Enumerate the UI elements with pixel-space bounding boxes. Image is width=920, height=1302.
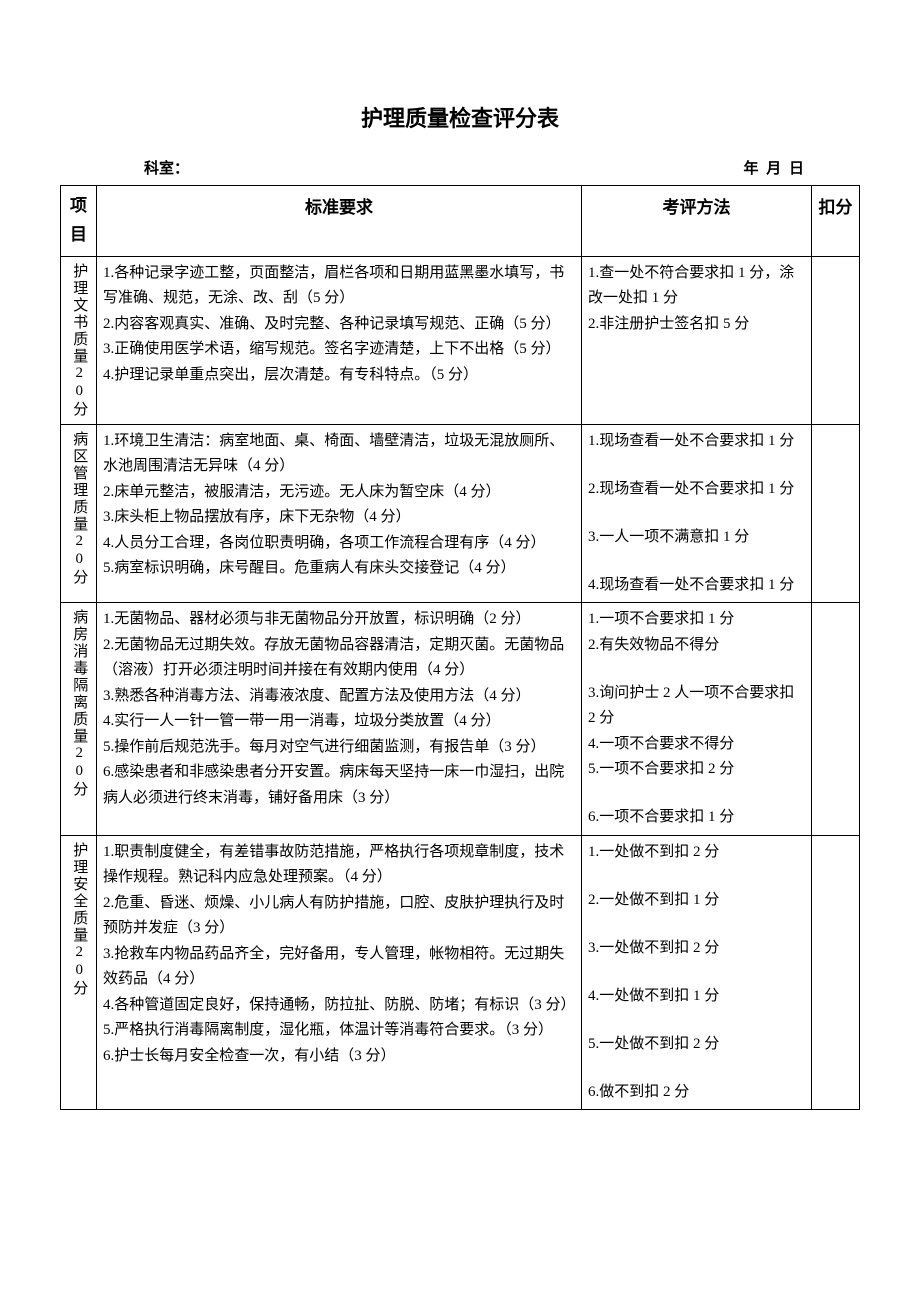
category-cell: 病房消毒隔离质量20分 (61, 603, 97, 836)
standard-cell: 1.环境卫生清洁：病室地面、桌、椅面、墙壁清洁，垃圾无混放厕所、水池周围清洁无异… (97, 424, 582, 603)
department-label: 科室： (144, 157, 189, 183)
date-label: 年 月 日 (743, 157, 806, 183)
category-cell: 病区管理质量20分 (61, 424, 97, 603)
method-cell: 1.一项不合要求扣 1 分2.有失效物品不得分 3.询问护士 2 人一项不合要求… (582, 603, 812, 836)
standard-cell: 1.无菌物品、器材必须与非无菌物品分开放置，标识明确（2 分）2.无菌物品无过期… (97, 603, 582, 836)
document-title: 护理质量检查评分表 (60, 100, 860, 137)
deduction-cell (812, 835, 860, 1110)
deduction-cell (812, 603, 860, 836)
deduction-cell (812, 256, 860, 424)
category-cell: 护理安全质量20分 (61, 835, 97, 1110)
table-row: 病房消毒隔离质量20分1.无菌物品、器材必须与非无菌物品分开放置，标识明确（2 … (61, 603, 860, 836)
standard-cell: 1.职责制度健全，有差错事故防范措施，严格执行各项规章制度，技术操作规程。熟记科… (97, 835, 582, 1110)
category-cell: 护理文书质量20分 (61, 256, 97, 424)
header-deduction: 扣分 (812, 185, 860, 256)
table-row: 护理安全质量20分1.职责制度健全，有差错事故防范措施，严格执行各项规章制度，技… (61, 835, 860, 1110)
table-row: 病区管理质量20分1.环境卫生清洁：病室地面、桌、椅面、墙壁清洁，垃圾无混放厕所… (61, 424, 860, 603)
deduction-cell (812, 424, 860, 603)
method-cell: 1.一处做不到扣 2 分 2.一处做不到扣 1 分 3.一处做不到扣 2 分 4… (582, 835, 812, 1110)
method-cell: 1.现场查看一处不合要求扣 1 分 2.现场查看一处不合要求扣 1 分 3.一人… (582, 424, 812, 603)
header-standard: 标准要求 (97, 185, 582, 256)
standard-cell: 1.各种记录字迹工整，页面整洁，眉栏各项和日期用蓝黑墨水填写，书写准确、规范，无… (97, 256, 582, 424)
method-cell: 1.查一处不符合要求扣 1 分，涂改一处扣 1 分2.非注册护士签名扣 5 分 (582, 256, 812, 424)
header-method: 考评方法 (582, 185, 812, 256)
header-category: 项目 (61, 185, 97, 256)
table-row: 护理文书质量20分1.各种记录字迹工整，页面整洁，眉栏各项和日期用蓝黑墨水填写，… (61, 256, 860, 424)
scoring-table: 项目 标准要求 考评方法 扣分 护理文书质量20分1.各种记录字迹工整，页面整洁… (60, 185, 860, 1110)
form-header: 科室： 年 月 日 (60, 157, 860, 183)
table-header-row: 项目 标准要求 考评方法 扣分 (61, 185, 860, 256)
